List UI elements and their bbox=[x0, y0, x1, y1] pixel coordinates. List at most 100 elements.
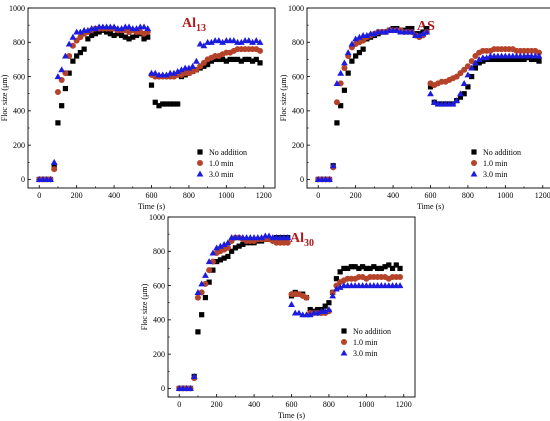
y-tick-label: 600 bbox=[153, 281, 165, 290]
data-point-triangle bbox=[393, 26, 401, 33]
data-point-square bbox=[480, 58, 486, 64]
data-point-triangle bbox=[457, 90, 464, 97]
data-point-circle bbox=[536, 49, 543, 56]
legend-marker-triangle bbox=[470, 170, 478, 177]
data-point-triangle bbox=[396, 282, 404, 289]
panel-title-main: Al bbox=[290, 231, 304, 246]
data-point-triangle bbox=[58, 66, 66, 73]
legend-marker-triangle bbox=[340, 349, 348, 356]
data-point-triangle bbox=[219, 38, 227, 45]
data-point-square bbox=[171, 101, 177, 107]
data-point-triangle bbox=[355, 33, 363, 40]
data-point-square bbox=[225, 253, 231, 260]
y-tick-label: 0 bbox=[21, 175, 25, 184]
y-tick-label: 400 bbox=[13, 107, 25, 116]
data-point-triangle bbox=[209, 249, 217, 256]
data-point-triangle bbox=[460, 80, 468, 86]
data-point-triangle bbox=[91, 25, 99, 32]
data-point-triangle bbox=[216, 242, 224, 249]
data-point-triangle bbox=[475, 56, 483, 62]
data-point-triangle bbox=[449, 100, 457, 107]
series-circle-group bbox=[315, 27, 543, 183]
data-point-circle bbox=[468, 58, 475, 65]
data-point-square bbox=[517, 56, 523, 63]
x-tick-label: 1000 bbox=[358, 400, 374, 409]
data-point-square bbox=[89, 32, 95, 39]
data-point-triangle bbox=[151, 69, 159, 76]
data-point-square bbox=[334, 120, 340, 126]
data-point-circle bbox=[397, 274, 404, 280]
data-point-triangle bbox=[69, 33, 77, 40]
data-point-triangle bbox=[326, 176, 333, 182]
series-triangle-group bbox=[175, 232, 404, 391]
legend-marker-circle bbox=[197, 160, 203, 166]
data-point-square bbox=[51, 163, 57, 169]
data-point-triangle bbox=[472, 59, 479, 66]
legend-marker-square bbox=[341, 328, 347, 334]
data-point-square bbox=[389, 265, 396, 272]
data-point-triangle bbox=[329, 162, 337, 169]
data-point-triangle bbox=[344, 49, 352, 56]
data-point-triangle bbox=[205, 258, 213, 265]
data-point-square bbox=[96, 29, 102, 35]
x-tick-label: 600 bbox=[286, 400, 298, 409]
data-point-triangle bbox=[336, 283, 344, 290]
data-point-triangle bbox=[196, 40, 204, 47]
x-tick-label: 600 bbox=[425, 191, 437, 200]
data-point-square bbox=[506, 56, 512, 63]
data-point-square bbox=[257, 60, 263, 66]
y-tick-label: 600 bbox=[13, 72, 25, 81]
data-point-square bbox=[221, 255, 227, 261]
data-point-triangle bbox=[76, 28, 84, 35]
data-point-square bbox=[216, 56, 222, 63]
panel-title-subscript: 30 bbox=[304, 238, 314, 249]
panel-title: Al13 bbox=[182, 16, 206, 34]
data-point-square bbox=[133, 32, 140, 39]
data-point-square bbox=[227, 56, 233, 63]
legend-marker-square bbox=[197, 149, 203, 155]
x-tick-label: 200 bbox=[211, 400, 223, 409]
y-tick-label: 200 bbox=[153, 350, 165, 359]
data-point-triangle bbox=[187, 385, 194, 391]
data-point-square bbox=[386, 262, 392, 268]
x-tick-label: 1000 bbox=[218, 191, 234, 200]
x-tick-label: 800 bbox=[323, 400, 335, 409]
data-point-square bbox=[231, 56, 237, 63]
data-point-square bbox=[499, 56, 505, 63]
data-point-square bbox=[341, 87, 348, 93]
data-point-square bbox=[223, 58, 229, 64]
data-point-square bbox=[378, 265, 384, 272]
data-point-square bbox=[322, 303, 328, 309]
y-tick-label: 600 bbox=[292, 72, 304, 81]
data-point-triangle bbox=[419, 30, 427, 37]
y-tick-label: 1000 bbox=[149, 213, 165, 222]
data-point-square bbox=[341, 265, 347, 272]
data-point-square bbox=[405, 25, 411, 32]
data-point-square bbox=[118, 32, 125, 39]
data-point-square bbox=[371, 264, 377, 270]
data-point-triangle bbox=[230, 37, 238, 44]
data-point-square bbox=[115, 31, 121, 37]
data-point-triangle bbox=[140, 23, 148, 30]
data-point-square bbox=[62, 85, 69, 92]
data-point-square bbox=[107, 31, 113, 37]
data-point-square bbox=[92, 31, 98, 37]
data-point-square bbox=[495, 56, 501, 63]
x-tick-label: 800 bbox=[462, 191, 474, 200]
x-tick-label: 1000 bbox=[497, 191, 513, 200]
data-point-square bbox=[345, 265, 351, 272]
data-point-square bbox=[476, 60, 482, 66]
data-point-circle bbox=[464, 63, 471, 70]
x-tick-label: 600 bbox=[146, 191, 158, 200]
data-point-square bbox=[246, 56, 252, 63]
data-point-triangle bbox=[382, 28, 389, 35]
y-axis-label: Floc size (μm) bbox=[279, 74, 288, 121]
data-point-triangle bbox=[363, 32, 371, 38]
y-tick-label: 200 bbox=[292, 141, 304, 150]
data-point-square bbox=[210, 267, 216, 273]
data-point-triangle bbox=[110, 23, 118, 30]
data-point-triangle bbox=[84, 26, 92, 33]
legend-label: 3.0 min bbox=[483, 170, 507, 179]
x-axis-label: Time (s) bbox=[138, 202, 165, 211]
data-point-circle bbox=[257, 47, 264, 54]
